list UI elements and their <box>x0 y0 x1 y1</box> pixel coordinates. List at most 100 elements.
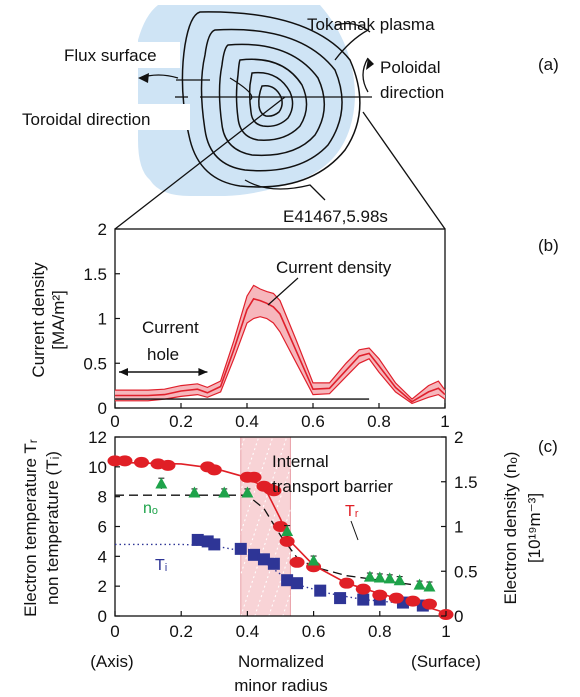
surface-end-label: (Surface) <box>411 652 481 671</box>
chart-c-xtick-label: 0 <box>110 622 119 641</box>
flux-surface-label: Flux surface <box>64 46 157 65</box>
ne-point <box>363 570 376 582</box>
barrier-hatch <box>240 466 291 616</box>
tr-point <box>279 535 295 547</box>
ti-point <box>234 542 247 555</box>
tr-point <box>206 464 222 476</box>
chart-c-ytick-right-label: 1 <box>454 518 463 537</box>
tr-point <box>339 577 355 589</box>
chart-b-xtick-label: 0.2 <box>169 412 193 431</box>
ne-point <box>383 572 396 584</box>
chart-c-xlabel-1: Normalized <box>238 652 324 671</box>
tr-point <box>421 598 437 610</box>
barrier-hatch <box>240 437 246 451</box>
panel-label-a: (a) <box>538 55 559 74</box>
current-hole-label-2: hole <box>147 345 179 364</box>
tr-point <box>372 589 388 601</box>
tr-point <box>246 471 262 483</box>
chart-c-ytick-left-label: 8 <box>98 488 107 507</box>
ne-point <box>413 578 426 590</box>
ti-point <box>357 593 370 606</box>
chart-b-ytick-label: 1.5 <box>83 265 107 284</box>
tr-point <box>273 521 288 532</box>
tokamak-diagram: Flux surface Tokamak plasma Poloidal dir… <box>18 5 559 230</box>
chart-c-ytick-left-label: 6 <box>98 518 107 537</box>
chart-b-xtick-label: 0.6 <box>301 412 325 431</box>
barrier-hatch <box>254 508 291 616</box>
tokamak-plasma-label: Tokamak plasma <box>307 15 435 34</box>
ti-point <box>281 574 294 587</box>
chart-b-xtick-label: 1 <box>440 412 449 431</box>
temperature-density-chart: (c) Electron temperature Tᵣ non temperat… <box>21 428 558 695</box>
chart-c-xtick-label: 0.2 <box>169 622 193 641</box>
current-density-line-mid <box>115 297 446 403</box>
ne-point <box>393 574 406 586</box>
ti-point <box>334 592 347 605</box>
ti-series-label: Tᵢ <box>155 557 167 574</box>
current-hole-label-1: Current <box>142 318 199 337</box>
chart-c-xlabel-2: minor radius <box>234 676 328 695</box>
chart-c-xtick-label: 0.8 <box>368 622 392 641</box>
tr-point <box>355 583 371 595</box>
ti-point <box>267 557 280 570</box>
poloidal-arrow <box>362 57 369 93</box>
poloidal-label-1: Poloidal <box>380 58 441 77</box>
current-density-band <box>115 285 445 404</box>
chart-b-ytick-label: 0 <box>98 399 107 418</box>
chart-c-ytick-left-label: 12 <box>88 428 107 447</box>
ti-point <box>314 584 327 597</box>
zoom-line-right <box>362 111 446 230</box>
chart-c-ytick-left-label: 2 <box>98 577 107 596</box>
toroidal-label: Toroidal direction <box>22 110 151 129</box>
ne-series-label: nₒ <box>143 500 158 517</box>
barrier-label-2: transport barrier <box>272 477 393 496</box>
barrier-hatch <box>268 549 291 616</box>
ne-point <box>373 571 386 583</box>
tr-point <box>133 456 149 468</box>
ti-point <box>248 548 261 561</box>
chart-c-xtick-label: 1 <box>441 622 450 641</box>
chart-b-ylabel-2: [MA/m²] <box>49 290 68 350</box>
axis-end-label: (Axis) <box>90 652 133 671</box>
chart-c-ylabel-left-1: Electron temperature Tᵣ <box>21 439 40 617</box>
current-density-line-lower <box>115 316 446 405</box>
ne-point <box>241 486 254 498</box>
current-density-chart: E41467,5.98s (b) Current density [MA/m²]… <box>29 207 559 431</box>
panel-label-b: (b) <box>538 236 559 255</box>
chart-b-ytick-label: 1 <box>98 310 107 329</box>
ne-point <box>281 524 294 536</box>
chart-b-ytick-label: 0.5 <box>83 354 107 373</box>
chart-b-ytick-label: 2 <box>98 220 107 239</box>
tr-point <box>388 592 404 604</box>
tr-point <box>117 455 133 467</box>
chart-c-ytick-left-label: 0 <box>98 607 107 626</box>
chart-b-title: E41467,5.98s <box>283 207 388 226</box>
ne-point <box>218 486 231 498</box>
chart-c-ytick-right-label: 1.5 <box>454 473 478 492</box>
current-hole-arrowhead-right <box>198 368 208 376</box>
ti-point <box>191 533 204 546</box>
chart-b-xtick-label: 0 <box>110 412 119 431</box>
chart-b-xtick-label: 0.8 <box>367 412 391 431</box>
tr-point <box>266 485 282 497</box>
tr-point <box>289 556 305 568</box>
ti-point <box>257 553 270 566</box>
chart-c-ylabel-right-1: Electron density (nₒ) <box>501 452 520 605</box>
tr-point <box>160 459 176 471</box>
ti-point <box>291 577 304 590</box>
chart-c-ytick-left-label: 4 <box>98 547 107 566</box>
poloidal-label-2: direction <box>380 83 444 102</box>
current-density-annotation: Current density <box>276 258 392 277</box>
tr-series-label: Tᵣ <box>345 503 359 520</box>
ti-point <box>208 538 221 551</box>
chart-b-xtick-label: 0.4 <box>235 412 259 431</box>
chart-c-ytick-right-label: 2 <box>454 428 463 447</box>
chart-c-ylabel-right-2: [10¹⁹m⁻³] <box>525 493 544 563</box>
panel-label-c: (c) <box>538 437 558 456</box>
flux-surface-pointer <box>229 77 253 101</box>
tr-label-pointer <box>350 520 359 541</box>
ne-point <box>188 486 201 498</box>
barrier-label-1: Internal <box>272 452 329 471</box>
chart-c-ytick-right-label: 0 <box>454 607 463 626</box>
flux-surfaces <box>181 11 361 188</box>
